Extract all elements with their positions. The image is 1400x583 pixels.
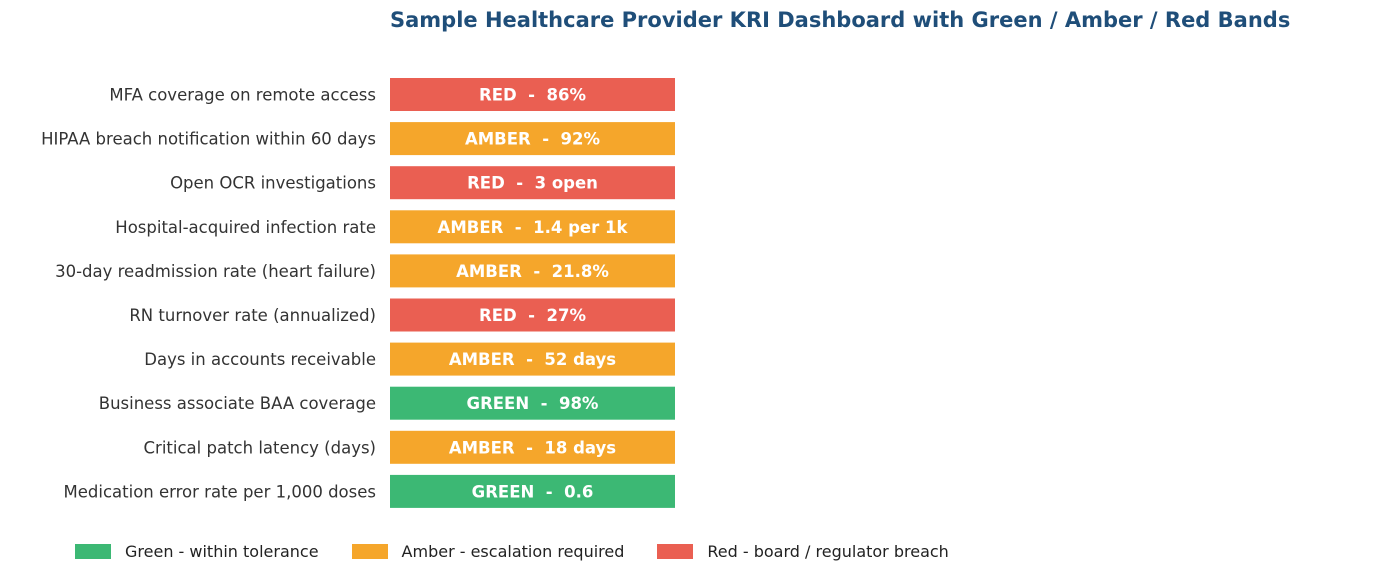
kri-bar-chart: MFA coverage on remote access RED - 86% HI… bbox=[41, 78, 675, 508]
bar-label-hipaa-breach-notification-within-60-days: AMBER - 92% bbox=[465, 130, 601, 149]
bar-rn-turnover-rate-annualized bbox=[390, 298, 675, 332]
category-label-mfa-coverage-on-remote-access: MFA coverage on remote access bbox=[109, 86, 376, 105]
legend-swatch-green bbox=[75, 544, 111, 559]
legend-label-green: Green - within tolerance bbox=[125, 542, 319, 561]
category-label-open-ocr-investigations: Open OCR investigations bbox=[170, 174, 376, 193]
bar-hipaa-breach-notification-within-60-days bbox=[390, 122, 675, 156]
category-label-rn-turnover-rate-annualized: RN turnover rate (annualized) bbox=[129, 306, 376, 325]
legend-label-amber: Amber - escalation required bbox=[401, 542, 625, 561]
legend-swatch-red bbox=[657, 544, 694, 559]
bar-label-business-associate-baa-coverage: GREEN - 98% bbox=[467, 394, 599, 413]
category-label-hospital-acquired-infection-rate: Hospital-acquired infection rate bbox=[115, 218, 376, 237]
legend-item-red: Red - board / regulator breach bbox=[657, 542, 949, 561]
category-label-hipaa-breach-notification-within-60-days: HIPAA breach notification within 60 days bbox=[41, 130, 376, 149]
category-label-business-associate-baa-coverage: Business associate BAA coverage bbox=[99, 394, 376, 413]
bar-label-rn-turnover-rate-annualized: RED - 27% bbox=[479, 306, 586, 325]
bar-open-ocr-investigations bbox=[390, 166, 675, 200]
legend: Green - within tolerance Amber - escalat… bbox=[75, 542, 982, 561]
bar-30-day-readmission-rate-heart-failure bbox=[390, 254, 675, 288]
legend-item-green: Green - within tolerance bbox=[75, 542, 319, 561]
bar-hospital-acquired-infection-rate bbox=[390, 210, 675, 244]
bar-critical-patch-latency-days bbox=[390, 430, 675, 464]
category-label-medication-error-rate-per-1-000-doses: Medication error rate per 1,000 doses bbox=[64, 482, 376, 501]
bar-label-days-in-accounts-receivable: AMBER - 52 days bbox=[449, 350, 616, 369]
legend-label-red: Red - board / regulator breach bbox=[707, 542, 949, 561]
bar-label-critical-patch-latency-days: AMBER - 18 days bbox=[449, 438, 616, 457]
bar-mfa-coverage-on-remote-access bbox=[390, 78, 675, 111]
category-label-critical-patch-latency-days: Critical patch latency (days) bbox=[144, 438, 376, 457]
bar-medication-error-rate-per-1-000-doses bbox=[390, 474, 675, 508]
category-label-days-in-accounts-receivable: Days in accounts receivable bbox=[144, 350, 376, 369]
legend-swatch-amber bbox=[351, 544, 388, 559]
chart-title: Sample Healthcare Provider KRI Dashboard… bbox=[390, 8, 1291, 32]
bar-business-associate-baa-coverage bbox=[390, 386, 675, 420]
bar-label-medication-error-rate-per-1-000-doses: GREEN - 0.6 bbox=[472, 482, 594, 501]
bar-days-in-accounts-receivable bbox=[390, 342, 675, 376]
legend-item-amber: Amber - escalation required bbox=[351, 542, 625, 561]
bar-label-open-ocr-investigations: RED - 3 open bbox=[467, 174, 598, 193]
bar-label-mfa-coverage-on-remote-access: RED - 86% bbox=[479, 86, 586, 105]
bar-label-30-day-readmission-rate-heart-failure: AMBER - 21.8% bbox=[456, 262, 609, 281]
bar-label-hospital-acquired-infection-rate: AMBER - 1.4 per 1k bbox=[438, 218, 629, 237]
category-label-30-day-readmission-rate-heart-failure: 30-day readmission rate (heart failure) bbox=[55, 262, 376, 281]
